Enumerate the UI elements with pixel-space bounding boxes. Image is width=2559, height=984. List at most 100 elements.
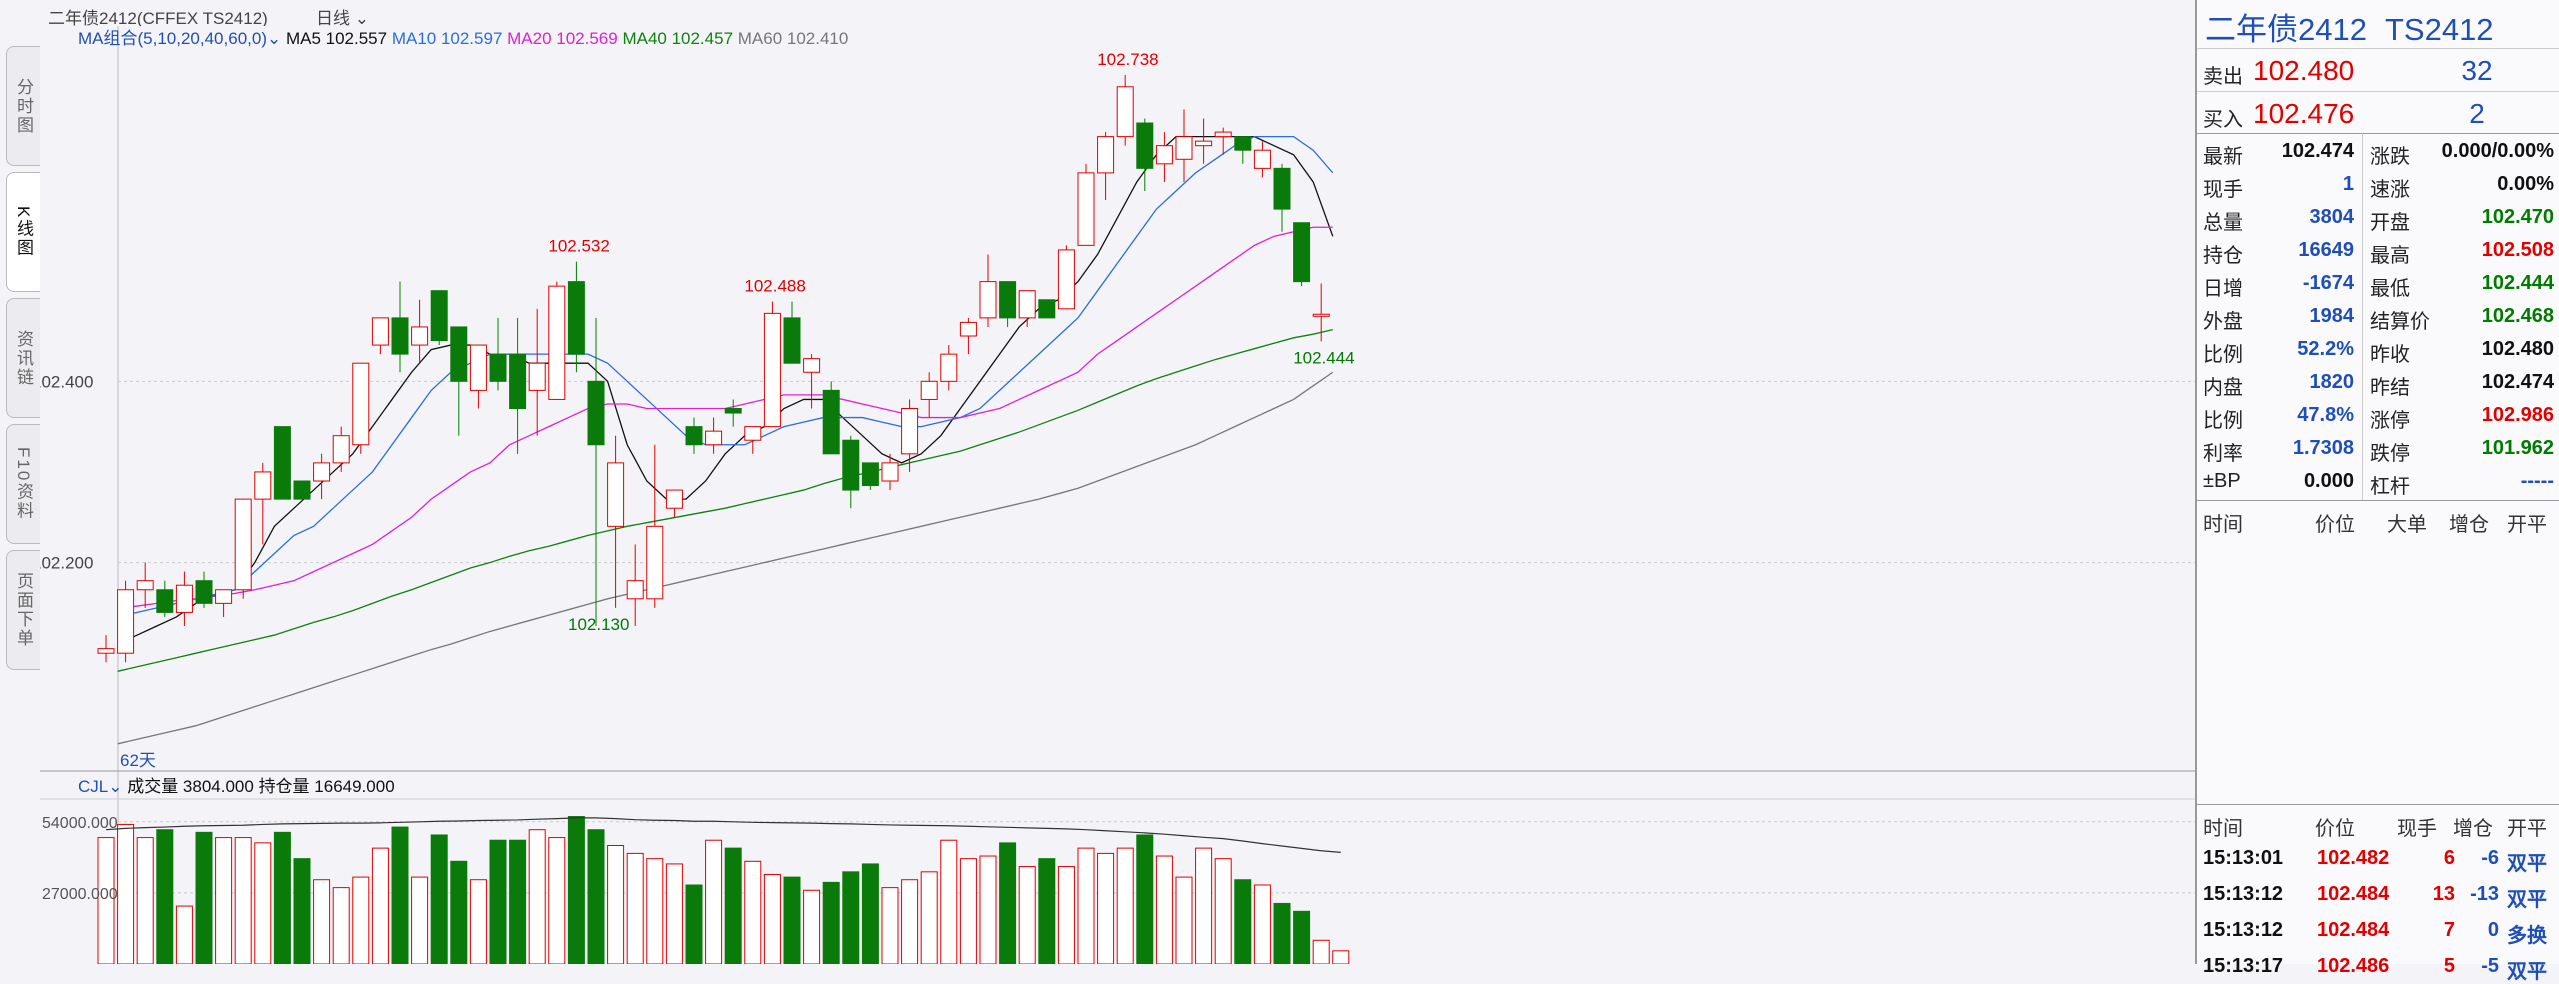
tab-news[interactable]: 资讯链 xyxy=(6,298,40,418)
stats-row: 现手 1 速涨 0.00% xyxy=(2197,167,2559,201)
candle-body xyxy=(313,462,331,482)
volume-bar xyxy=(469,879,487,964)
stat-value: 102.480 xyxy=(2481,338,2554,360)
candle-body xyxy=(352,362,370,446)
tick-price: 102.484 xyxy=(2317,883,2390,905)
candle-body xyxy=(1273,167,1291,210)
price-axis-label: 102.400 xyxy=(40,372,93,391)
days-count-label: 62天 xyxy=(120,751,156,770)
candle xyxy=(332,426,350,472)
volume-bar xyxy=(313,879,331,964)
candle-body xyxy=(175,584,193,613)
candle xyxy=(822,381,840,455)
candle-body xyxy=(332,435,350,464)
candle xyxy=(803,354,821,409)
volume-bar xyxy=(587,829,605,964)
candle xyxy=(1195,118,1213,164)
stats-row: 日增 -1674 最低 102.444 xyxy=(2197,266,2559,300)
tick-row: 15:13:01 102.482 6 -6 双平 xyxy=(2197,840,2559,876)
candle xyxy=(1234,136,1252,164)
volume-bar xyxy=(665,863,683,964)
volume-bar xyxy=(215,837,233,964)
volume-bar xyxy=(332,887,350,964)
stat-value: 1820 xyxy=(2309,371,2355,393)
stats-row: 外盘 1984 结算价 102.468 xyxy=(2197,299,2559,333)
candle-body xyxy=(1018,290,1036,319)
tab-timeshare[interactable]: 分时图 xyxy=(6,46,40,166)
candle-body xyxy=(1175,136,1193,160)
tick-oi-change: -6 xyxy=(2481,847,2499,869)
stats-row: 利率 1.7308 跌停 101.962 xyxy=(2197,431,2559,465)
candle xyxy=(391,281,409,373)
tick-row: 15:13:17 102.486 5 -5 双平 xyxy=(2197,948,2559,984)
candle-body xyxy=(489,353,507,382)
candle-body xyxy=(509,353,527,409)
volume-bar xyxy=(293,858,311,964)
candle xyxy=(881,453,899,491)
price-annotation: 102.532 xyxy=(548,237,609,256)
stat-value: 16649 xyxy=(2298,239,2354,261)
tab-kline[interactable]: K线图 xyxy=(6,172,40,292)
stat-label: ±BP xyxy=(2203,470,2241,492)
candle-body xyxy=(411,326,429,346)
ma-line-ma10 xyxy=(117,135,1334,618)
price-axis-label: 102.200 xyxy=(40,554,93,573)
volume-bar xyxy=(1195,847,1213,964)
stat-value: 102.508 xyxy=(2481,239,2554,261)
candle xyxy=(1155,132,1173,182)
candle-body xyxy=(156,589,174,613)
tick-type: 双平 xyxy=(2507,889,2547,911)
candle-body xyxy=(626,580,644,600)
volume-bar xyxy=(254,842,272,964)
candle xyxy=(1077,163,1095,246)
tab-f10[interactable]: F10资料 xyxy=(6,424,40,544)
candle xyxy=(1116,75,1134,146)
stat-label: 利率 xyxy=(2203,443,2243,465)
volume-bar xyxy=(1214,858,1232,964)
stat-value: 1984 xyxy=(2309,305,2355,327)
kline-chart[interactable]: 102.400 102.200 102.532 102.488 102.738 102.1… xyxy=(40,26,2195,964)
volume-bar xyxy=(842,871,860,964)
tab-order[interactable]: 页面下单 xyxy=(6,550,40,670)
candle-body xyxy=(685,426,703,446)
ma-line-ma40 xyxy=(117,329,1333,672)
candle xyxy=(665,489,683,518)
candle-body xyxy=(1116,86,1134,138)
volume-bar xyxy=(822,881,840,964)
stat-value: ----- xyxy=(2520,470,2554,492)
candle xyxy=(861,462,879,491)
stat-label: 开盘 xyxy=(2370,212,2410,234)
price-annotation: 102.130 xyxy=(568,615,629,634)
volume-bar xyxy=(156,829,174,964)
candle xyxy=(215,589,233,617)
stats-row: 内盘 1820 昨结 102.474 xyxy=(2197,365,2559,399)
stat-label: 最高 xyxy=(2370,245,2410,267)
stat-label: 最新 xyxy=(2203,146,2243,168)
period-selector[interactable]: 日线 ⌄ xyxy=(316,9,369,28)
stat-value: 102.444 xyxy=(2481,272,2554,294)
candle-body xyxy=(783,317,801,364)
candle xyxy=(156,580,174,617)
price-annotation: 102.488 xyxy=(744,277,805,296)
stat-value: 52.2% xyxy=(2297,338,2354,360)
kline-chart-area[interactable]: 102.400 102.200 102.532 102.488 102.738 102.1… xyxy=(40,26,2195,964)
candle xyxy=(430,290,448,346)
volume-bar xyxy=(763,873,781,964)
volume-bar xyxy=(371,847,389,964)
stat-value: 1 xyxy=(2342,173,2354,195)
instrument-name: 二年债2412(CFFEX TS2412) xyxy=(48,9,268,28)
tick-volume: 6 xyxy=(2443,847,2455,869)
stats-row: 比例 52.2% 昨收 102.480 xyxy=(2197,332,2559,366)
candle xyxy=(959,317,977,355)
stats-row: ±BP 0.000 杠杆 ----- xyxy=(2197,464,2559,498)
candle xyxy=(1253,141,1271,178)
stat-label: 昨结 xyxy=(2370,377,2410,399)
volume-bar xyxy=(1253,884,1271,964)
candle-body xyxy=(705,430,723,446)
candle-body xyxy=(548,285,566,400)
big-order-header: 时间 价位 大单 增仓 开平 xyxy=(2197,500,2559,536)
candle-body xyxy=(646,525,664,600)
volume-axis-label: 54000.000 xyxy=(42,815,118,832)
quote-panel: 二年债2412 TS2412 卖出 102.480 32 买入 102.476 2… xyxy=(2195,0,2559,983)
candle xyxy=(1018,290,1036,327)
